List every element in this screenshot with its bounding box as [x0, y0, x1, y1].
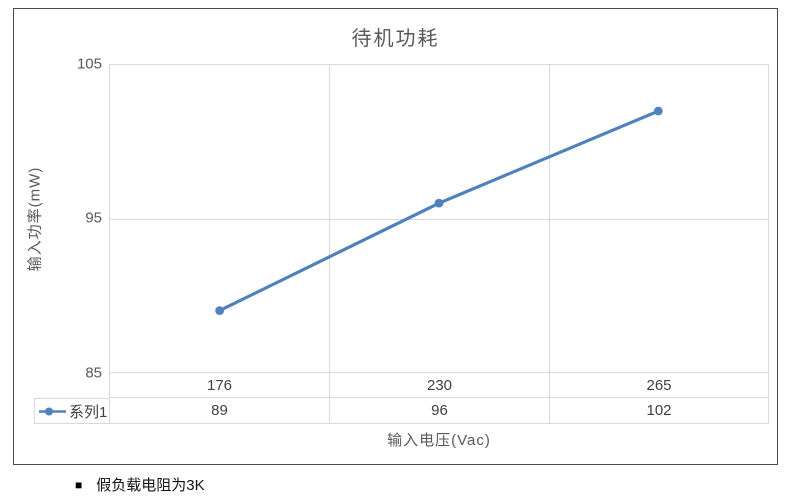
- y-tick-85: 85: [85, 364, 102, 382]
- value-cell: 96: [329, 398, 549, 424]
- horizontal-gridline: [110, 218, 768, 220]
- chart-area: 待机功耗 105 95 85 输入功率(mW) 176 230 265 系列1: [13, 8, 778, 465]
- table-corner-cell: [34, 373, 109, 398]
- value-cell: 89: [109, 398, 329, 424]
- footnote-text: 假负载电阻为3K: [96, 477, 205, 494]
- value-cell: 102: [549, 398, 769, 424]
- series-legend-marker-icon: [39, 407, 66, 415]
- legend-item: 系列1: [34, 398, 109, 424]
- square-bullet-icon: ■: [75, 477, 83, 492]
- series-line-svg: [215, 106, 663, 315]
- legend-series-label: 系列1: [69, 403, 108, 421]
- plot-area: [109, 64, 769, 373]
- footnote: ■ 假负载电阻为3K: [75, 474, 205, 495]
- x-axis-title: 输入电压(Vac): [387, 432, 491, 449]
- category-cell: 265: [549, 373, 769, 398]
- y-tick-105: 105: [76, 55, 102, 73]
- chart-data-table: 176 230 265 系列1 89 96 102: [34, 373, 769, 424]
- chart-title: 待机功耗: [351, 28, 440, 50]
- y-tick-95: 95: [85, 209, 102, 227]
- category-cell: 230: [329, 373, 549, 398]
- category-cell: 176: [109, 373, 329, 398]
